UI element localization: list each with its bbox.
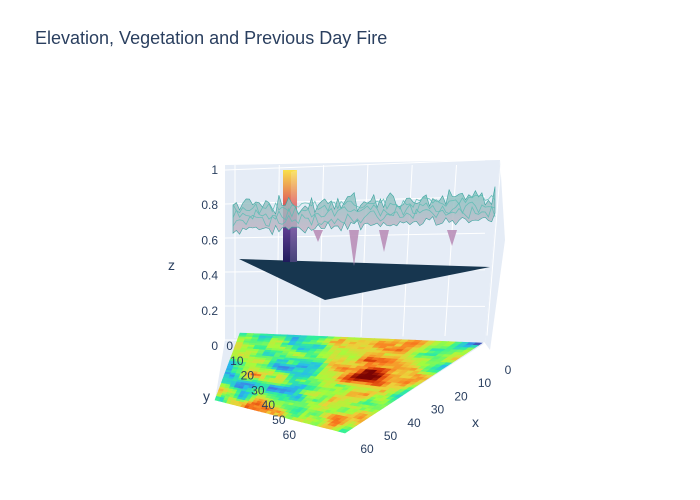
x-tick-label: 0	[505, 363, 512, 377]
z-tick-label: 0.8	[201, 198, 218, 212]
z-tick-label: 1	[211, 163, 218, 177]
x-tick-label: 20	[454, 389, 468, 403]
y-tick-label: 50	[272, 413, 286, 427]
back-wall	[225, 160, 500, 343]
x-tick-label: 50	[384, 429, 398, 443]
z-tick-label: 0.4	[201, 269, 218, 283]
z-tick-label: 0.2	[201, 304, 218, 318]
x-axis-title: x	[472, 414, 479, 430]
x-tick-label: 30	[431, 403, 445, 417]
z-tick-label: 0.6	[201, 233, 218, 247]
y-axis-title: y	[203, 388, 210, 404]
y-tick-label: 10	[230, 354, 244, 368]
y-tick-label: 30	[251, 383, 265, 397]
y-tick-label: 0	[226, 339, 233, 353]
x-tick-label: 60	[360, 442, 374, 456]
x-tick-label: 10	[478, 376, 492, 390]
z-axis-title: z	[168, 257, 175, 273]
y-tick-label: 40	[262, 398, 276, 412]
y-tick-label: 60	[283, 428, 297, 442]
z-axis-ticks: 0 0.2 0.4 0.6 0.8 1	[201, 163, 218, 353]
y-tick-label: 20	[241, 369, 255, 383]
z-tick-label: 0	[211, 339, 218, 353]
x-tick-label: 40	[407, 416, 421, 430]
